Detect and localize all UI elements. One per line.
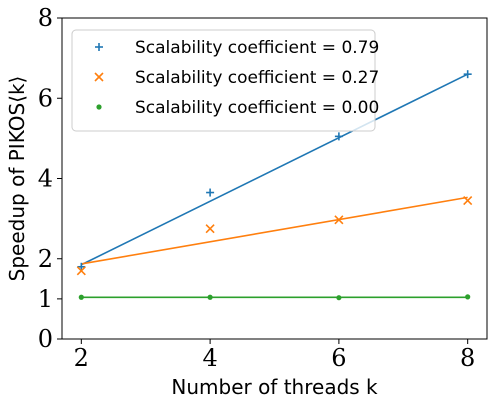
y-tick-label: 0 [38, 325, 53, 353]
data-point-plus [334, 132, 343, 141]
x-tick-label: 4 [202, 344, 217, 372]
legend: Scalability coefficient = 0.79 Scalabilit… [71, 29, 379, 132]
y-tick-label: 6 [38, 84, 53, 112]
data-point-plus [77, 262, 86, 271]
data-point-plus [463, 70, 472, 79]
x-tick-label: 2 [74, 344, 89, 372]
x-tick-label: 8 [460, 344, 475, 372]
data-point-cross [76, 266, 86, 276]
data-point-plus [95, 43, 103, 51]
y-axis-ticks: 0 1 2 4 6 8 [38, 4, 62, 353]
data-point-dot [96, 104, 102, 110]
data-point-cross [205, 224, 215, 234]
y-tick-label: 8 [38, 4, 53, 32]
data-point-cross [94, 72, 104, 82]
fit-lines [80, 73, 469, 299]
fit-line [80, 73, 469, 266]
legend-entry-label: Scalability coefficient = 0.79 [135, 38, 379, 58]
legend-entry-label: Scalability coefficient = 0.00 [135, 98, 379, 118]
y-tick-label: 1 [38, 285, 53, 313]
y-axis-label: Speedup of PIKOS⟨k⟩ [5, 76, 29, 282]
legend-box [71, 29, 376, 132]
data-point-dot [336, 295, 342, 301]
data-point-cross [334, 215, 344, 225]
data-point-dot [465, 294, 471, 300]
data-point-dot [78, 294, 84, 300]
x-axis-label: Number of threads k [171, 375, 378, 399]
data-points [76, 70, 473, 301]
x-axis-ticks: 2 4 6 8 [74, 339, 475, 372]
data-point-cross [463, 196, 473, 206]
legend-entry-label: Scalability coefficient = 0.27 [135, 68, 379, 88]
y-tick-label: 4 [38, 165, 53, 193]
data-point-dot [207, 294, 213, 300]
data-point-plus [206, 188, 215, 197]
x-tick-label: 6 [331, 344, 346, 372]
fit-line [81, 196, 468, 265]
y-tick-label: 2 [38, 245, 53, 273]
plot-frame [61, 17, 488, 340]
